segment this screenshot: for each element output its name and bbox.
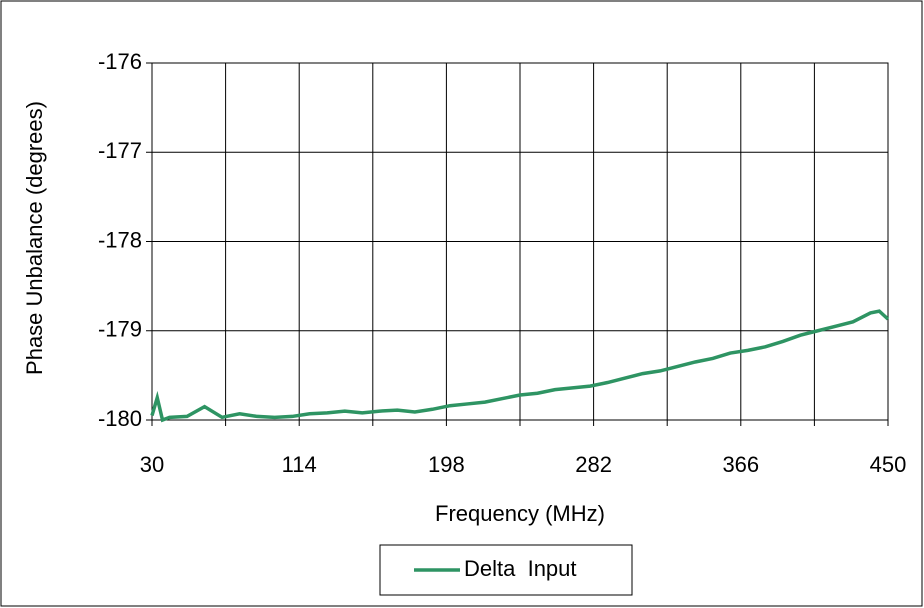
- x-axis-label: Frequency (MHz): [435, 501, 605, 526]
- x-tick-label: 30: [140, 452, 164, 477]
- x-tick-label: 282: [575, 452, 612, 477]
- x-tick-label: 198: [428, 452, 465, 477]
- y-tick-label: -176: [98, 49, 142, 74]
- y-tick-label: -179: [98, 317, 142, 342]
- x-tick-label: 114: [282, 452, 317, 477]
- y-tick-label: -178: [98, 227, 142, 252]
- data-line: [150, 309, 890, 423]
- y-tick-label: -177: [98, 138, 142, 163]
- legend-label: Delta Input: [464, 556, 577, 581]
- x-tick-label: 450: [870, 452, 907, 477]
- y-tick-label: -180: [98, 406, 142, 431]
- y-axis-label: Phase Unbalance (degrees): [22, 101, 47, 375]
- x-tick-label: 366: [722, 452, 759, 477]
